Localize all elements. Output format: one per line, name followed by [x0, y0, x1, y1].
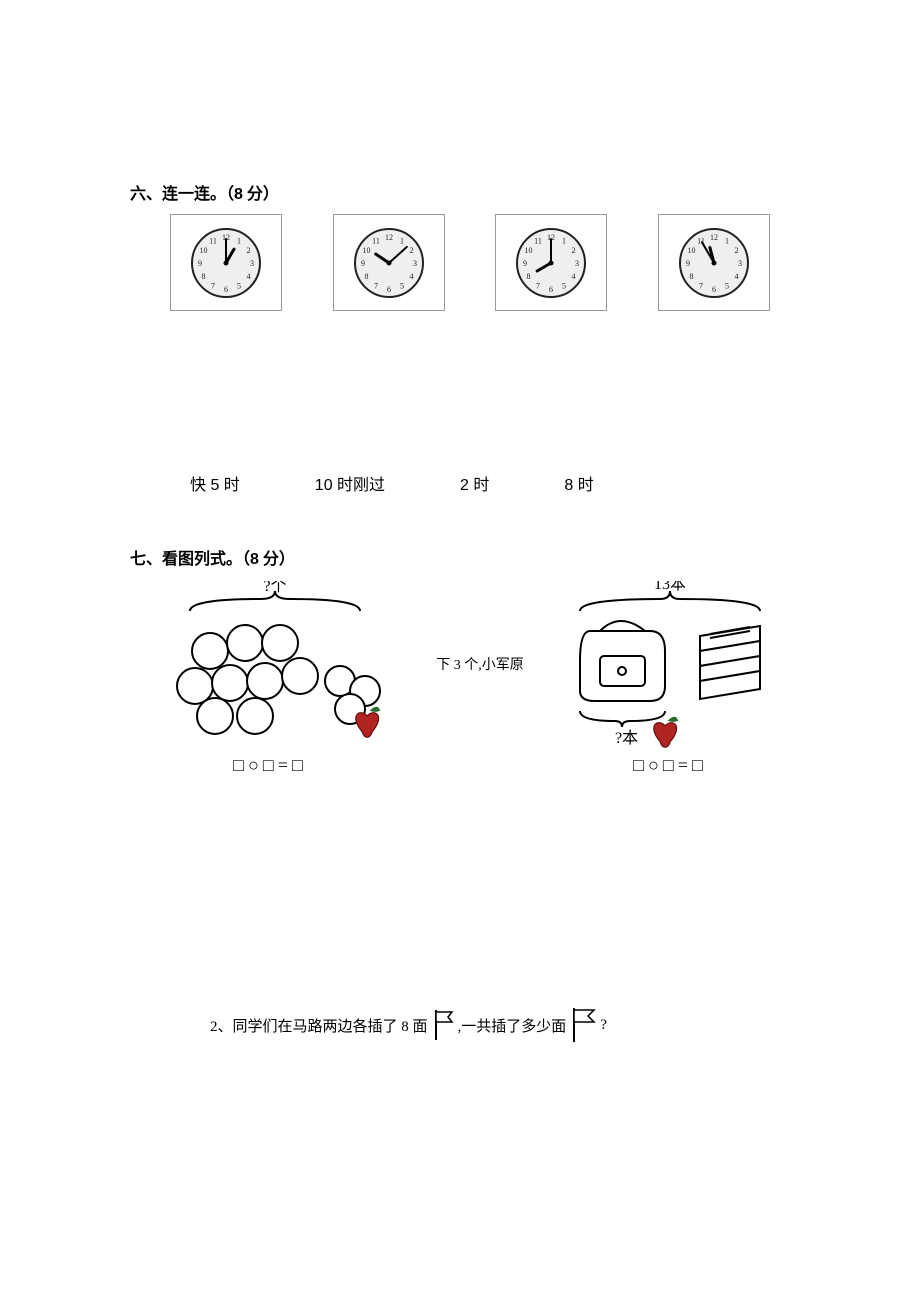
- svg-text:9: 9: [361, 259, 365, 268]
- clock-3: 123456789101112: [658, 214, 770, 311]
- time-labels-row: 快 5 时 10 时刚过 2 时 8 时: [130, 471, 790, 495]
- svg-text:4: 4: [572, 272, 576, 281]
- clocks-row: 123456789101112 123456789101112 12345678…: [130, 214, 790, 311]
- s7-points: 8: [250, 551, 259, 568]
- section7-title: 七、看图列式。（8 分）: [130, 545, 790, 569]
- flag-icon: [430, 1008, 456, 1042]
- svg-text:9: 9: [523, 259, 527, 268]
- right-figure: 13本 ?本: [560, 581, 780, 776]
- svg-text:8: 8: [527, 272, 531, 281]
- s7-prefix: 七、看图列式。（: [130, 551, 250, 568]
- figures-row: ?个 □○□=□ 下 3 个,小军原: [130, 581, 790, 776]
- q2-suffix: ?: [600, 1017, 607, 1034]
- books-svg: 13本 ?本: [560, 581, 780, 751]
- svg-text:2: 2: [247, 246, 251, 255]
- svg-text:7: 7: [699, 281, 703, 290]
- time-label-3: 8 时: [564, 471, 593, 495]
- svg-text:9: 9: [198, 259, 202, 268]
- svg-text:5: 5: [400, 281, 404, 290]
- svg-text:8: 8: [689, 272, 693, 281]
- left-top-label: ?个: [263, 581, 286, 595]
- svg-text:6: 6: [387, 285, 391, 294]
- svg-text:7: 7: [374, 281, 378, 290]
- svg-text:5: 5: [237, 281, 241, 290]
- time-label-1: 10 时刚过: [315, 471, 385, 495]
- svg-text:7: 7: [536, 281, 540, 290]
- mid-text: 下 3 个,小军原: [436, 654, 524, 674]
- svg-text:11: 11: [372, 236, 380, 245]
- apples-svg: ?个: [140, 581, 400, 751]
- svg-text:2: 2: [409, 246, 413, 255]
- clock-0: 123456789101112: [170, 214, 282, 311]
- svg-text:7: 7: [211, 281, 215, 290]
- svg-text:4: 4: [734, 272, 738, 281]
- svg-text:6: 6: [712, 285, 716, 294]
- section6-title: 六、连一连。（8 分）: [130, 180, 790, 204]
- svg-text:5: 5: [562, 281, 566, 290]
- s6-prefix: 六、连一连。（: [130, 186, 234, 203]
- q2-prefix: 2、同学们在马路两边各插了 8 面: [210, 1015, 428, 1036]
- svg-text:12: 12: [710, 233, 718, 242]
- svg-text:2: 2: [572, 246, 576, 255]
- svg-text:9: 9: [686, 259, 690, 268]
- svg-text:10: 10: [687, 246, 695, 255]
- time-label-0: 快 5 时: [190, 471, 240, 495]
- svg-text:1: 1: [725, 236, 729, 245]
- flag-icon-2: [568, 1006, 598, 1044]
- q2-mid: ,一共插了多少面: [458, 1015, 567, 1036]
- svg-text:3: 3: [738, 259, 742, 268]
- right-equation: □○□=□: [633, 755, 707, 776]
- time-label-2: 2 时: [460, 471, 489, 495]
- svg-text:11: 11: [534, 236, 542, 245]
- svg-text:5: 5: [725, 281, 729, 290]
- right-bottom-label: ?本: [615, 729, 638, 747]
- question-2: 2、同学们在马路两边各插了 8 面 ,一共插了多少面 ?: [130, 1006, 790, 1044]
- s6-suffix: 分）: [243, 186, 279, 203]
- svg-text:6: 6: [549, 285, 553, 294]
- s6-points: 8: [234, 186, 243, 203]
- clock-2: 123456789101112: [495, 214, 607, 311]
- s7-suffix: 分）: [259, 551, 295, 568]
- svg-text:3: 3: [413, 259, 417, 268]
- left-figure: ?个 □○□=□: [140, 581, 400, 776]
- svg-text:2: 2: [734, 246, 738, 255]
- svg-text:10: 10: [525, 246, 533, 255]
- svg-text:10: 10: [362, 246, 370, 255]
- right-top-label: 13本: [654, 581, 686, 593]
- svg-text:6: 6: [224, 285, 228, 294]
- left-equation: □○□=□: [233, 755, 307, 776]
- svg-text:3: 3: [250, 259, 254, 268]
- svg-text:8: 8: [201, 272, 205, 281]
- svg-text:11: 11: [209, 236, 217, 245]
- svg-text:1: 1: [237, 236, 241, 245]
- svg-text:4: 4: [247, 272, 251, 281]
- clock-1: 123456789101112: [333, 214, 445, 311]
- svg-text:3: 3: [575, 259, 579, 268]
- svg-text:8: 8: [364, 272, 368, 281]
- svg-text:4: 4: [409, 272, 413, 281]
- svg-text:1: 1: [400, 236, 404, 245]
- svg-text:10: 10: [199, 246, 207, 255]
- svg-text:1: 1: [562, 236, 566, 245]
- svg-text:12: 12: [385, 233, 393, 242]
